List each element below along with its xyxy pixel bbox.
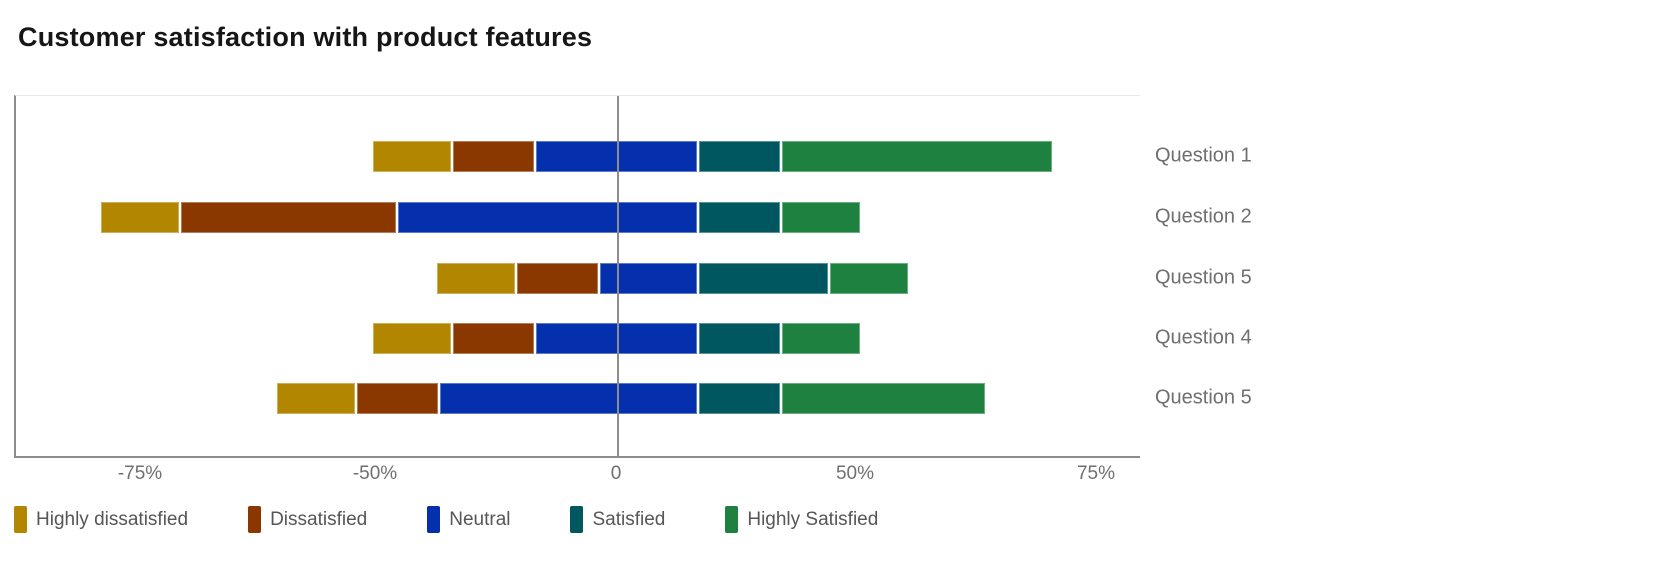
bar-segment[interactable]	[439, 383, 697, 414]
bar-segment[interactable]	[699, 263, 829, 294]
x-tick-label: 0	[610, 463, 622, 484]
bar-segment[interactable]	[699, 202, 781, 233]
bar-segment[interactable]	[180, 202, 397, 233]
y-axis-label: Question 5	[1155, 266, 1252, 288]
bar-segment[interactable]	[699, 323, 781, 354]
legend-label: Satisfied	[592, 508, 666, 530]
bar-segment[interactable]	[452, 141, 534, 172]
bar-row	[16, 323, 1140, 354]
legend-label: Neutral	[449, 508, 511, 530]
legend-item[interactable]: Dissatisfied	[248, 506, 367, 533]
bar-segment[interactable]	[535, 141, 697, 172]
y-axis-label: Question 1	[1155, 144, 1252, 166]
bar-segment[interactable]	[100, 202, 179, 233]
plot-area	[14, 95, 1140, 458]
legend-swatch	[570, 506, 584, 533]
legend-label: Highly Satisfied	[747, 508, 879, 530]
bar-row	[16, 202, 1140, 233]
zero-baseline	[617, 96, 619, 456]
bar-segment[interactable]	[372, 323, 451, 354]
bar-segment[interactable]	[535, 323, 697, 354]
bar-segment[interactable]	[276, 383, 355, 414]
bar-segment[interactable]	[599, 263, 697, 294]
bar-segment[interactable]	[699, 141, 781, 172]
x-tick-label: 75%	[1076, 463, 1116, 484]
x-tick-label: -75%	[117, 463, 163, 484]
bar-segment[interactable]	[699, 383, 781, 414]
bar-row	[16, 141, 1140, 172]
bar-row	[16, 383, 1140, 414]
bar-segment[interactable]	[782, 202, 861, 233]
y-axis-label: Question 5	[1155, 386, 1252, 408]
legend-label: Highly dissatisfied	[36, 508, 189, 530]
chart-title: Customer satisfaction with product featu…	[18, 22, 593, 52]
x-tick-label: 50%	[835, 463, 875, 484]
bar-segment[interactable]	[782, 141, 1053, 172]
legend-swatch	[14, 506, 27, 533]
bar-segment[interactable]	[516, 263, 598, 294]
bar-segment[interactable]	[398, 202, 697, 233]
x-tick-label: -50%	[352, 463, 398, 484]
legend-item[interactable]: Highly dissatisfied	[14, 506, 188, 533]
bar-segment[interactable]	[452, 323, 534, 354]
bar-segment[interactable]	[436, 263, 515, 294]
bar-segment[interactable]	[372, 141, 451, 172]
legend: Highly dissatisfied Dissatisfied Neutral Sa…	[14, 506, 878, 533]
y-axis-label: Question 4	[1155, 326, 1252, 348]
legend-item[interactable]: Highly Satisfied	[725, 506, 878, 533]
bar-segment[interactable]	[782, 323, 861, 354]
legend-swatch	[248, 506, 262, 533]
legend-item[interactable]: Satisfied	[570, 506, 665, 533]
x-axis: -75% -50% 0 50% 75%	[0, 463, 1672, 491]
legend-item[interactable]: Neutral	[427, 506, 510, 533]
legend-swatch	[427, 506, 441, 533]
y-axis-label: Question 2	[1155, 205, 1252, 227]
bar-segment[interactable]	[830, 263, 909, 294]
bar-segment[interactable]	[356, 383, 438, 414]
bar-segment[interactable]	[782, 383, 985, 414]
legend-swatch	[725, 506, 739, 533]
legend-label: Dissatisfied	[270, 508, 368, 530]
bar-row	[16, 263, 1140, 294]
